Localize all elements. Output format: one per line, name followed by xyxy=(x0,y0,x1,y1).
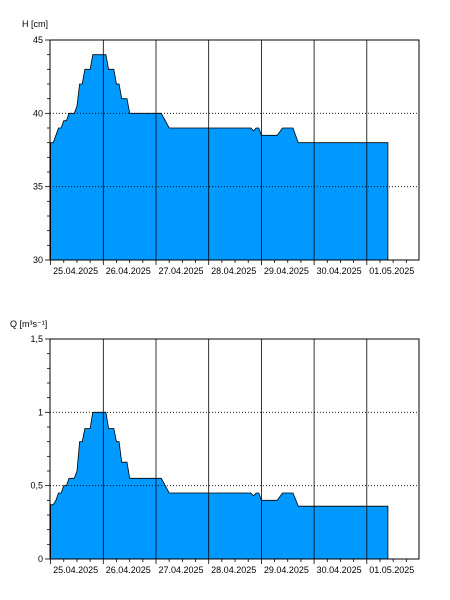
chart-1-plot-frame xyxy=(49,39,420,261)
chart-2-area-series xyxy=(50,411,389,560)
chart-1-xtick-label-6: 01.05.2025 xyxy=(369,266,414,276)
chart-1-ytick-label-0: 30 xyxy=(33,255,43,265)
chart-2-ytick-label-1: 0,5 xyxy=(30,481,43,491)
chart-1-xtick-label-4: 29.04.2025 xyxy=(264,266,309,276)
chart-2-xtick-label-1: 26.04.2025 xyxy=(106,565,151,575)
chart-2-xtick-label-3: 28.04.2025 xyxy=(211,565,256,575)
chart-1-xtick-label-2: 27.04.2025 xyxy=(158,266,203,276)
chart-1-ytick-label-2: 40 xyxy=(33,108,43,118)
chart-1-xtick-label-3: 28.04.2025 xyxy=(211,266,256,276)
chart-2-ytick-label-3: 1,5 xyxy=(30,334,43,344)
chart-2-xtick-label-4: 29.04.2025 xyxy=(264,565,309,575)
chart-1-xtick-label-5: 30.04.2025 xyxy=(317,266,362,276)
chart-1-ytick-label-1: 35 xyxy=(33,182,43,192)
chart-2-ytick-label-0: 0 xyxy=(38,554,43,564)
chart-2-ytick-label-2: 1 xyxy=(38,407,43,417)
chart-1-y-axis-title: H [cm] xyxy=(22,19,48,29)
chart-2-xtick-label-6: 01.05.2025 xyxy=(369,565,414,575)
chart-1-xtick-label-1: 26.04.2025 xyxy=(106,266,151,276)
chart-1-ytick-label-3: 45 xyxy=(33,35,43,45)
chart-2-y-axis-title: Q [m³s⁻¹] xyxy=(10,319,47,329)
chart-2-xtick-label-2: 27.04.2025 xyxy=(158,565,203,575)
chart-1-area-series xyxy=(50,54,389,261)
chart-2-xtick-label-0: 25.04.2025 xyxy=(53,565,98,575)
chart-2-xtick-label-5: 30.04.2025 xyxy=(317,565,362,575)
chart-1-xtick-label-0: 25.04.2025 xyxy=(53,266,98,276)
chart-2-plot-frame xyxy=(49,338,420,560)
